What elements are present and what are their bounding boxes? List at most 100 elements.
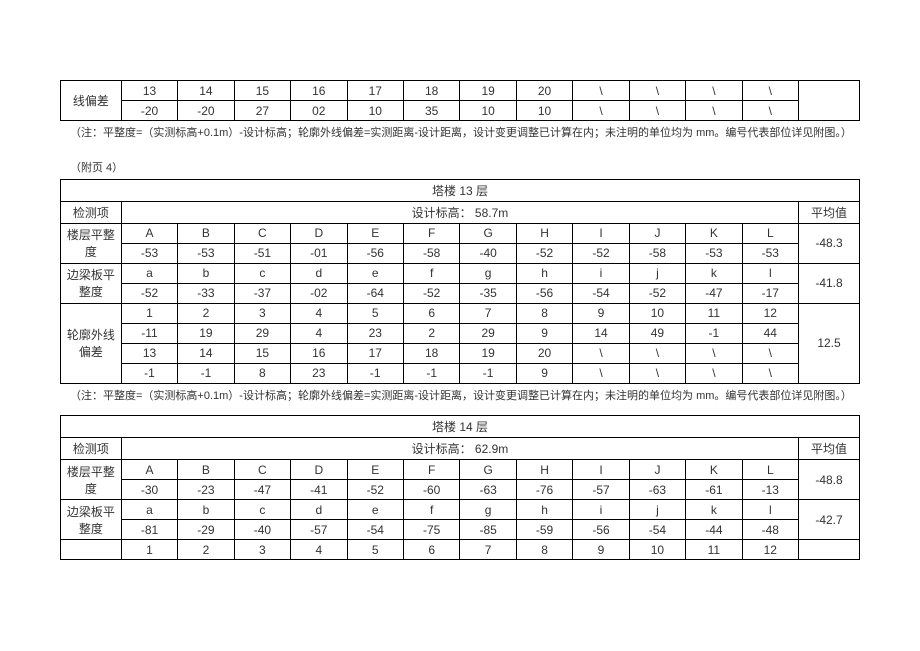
cell: -56 [573,520,629,540]
check-label: 检测项 [61,201,122,223]
cell: 9 [516,323,572,343]
cell: 3 [234,303,290,323]
cell: -57 [573,480,629,500]
cell: \ [686,363,742,383]
cell: f [403,500,459,520]
cell: l [742,500,798,520]
cell: -53 [178,243,234,263]
cell: -54 [347,520,403,540]
cell: -63 [629,480,685,500]
cell: 4 [291,540,347,560]
cell: I [573,223,629,243]
cell: 14 [573,323,629,343]
avg-cell [799,81,860,121]
table-row: 线偏差 13 14 15 16 17 18 19 20 \ \ \ \ [61,81,860,101]
section-label: 边梁板平整度 [61,500,122,540]
cell: -51 [234,243,290,263]
cell: 2 [403,323,459,343]
cell: 4 [291,323,347,343]
design-elevation: 设计标高： 58.7m [121,201,798,223]
cell: -52 [516,243,572,263]
cell: -17 [742,283,798,303]
cell: \ [573,101,629,121]
cell: 9 [516,363,572,383]
cell: 14 [178,81,234,101]
cell: -40 [234,520,290,540]
cell: a [121,500,177,520]
table-row: 边梁板平整度 a b c d e f g h i j k l -42.7 [61,500,860,520]
cell: -56 [347,243,403,263]
cell: -23 [178,480,234,500]
cell: -63 [460,480,516,500]
cell: -35 [460,283,516,303]
section-label: 边梁板平整度 [61,263,122,303]
cell: 19 [178,323,234,343]
cell: 8 [516,303,572,323]
cell: -02 [291,283,347,303]
cell: -11 [121,323,177,343]
cell: -59 [516,520,572,540]
cell: -60 [403,480,459,500]
cell: -58 [629,243,685,263]
cell: i [573,263,629,283]
cell: 14 [178,343,234,363]
cell: B [178,460,234,480]
table-title: 塔楼 14 层 [61,416,860,438]
cell: 7 [460,540,516,560]
cell: 20 [516,343,572,363]
cell: J [629,460,685,480]
cell: 1 [121,303,177,323]
cell: 13 [121,343,177,363]
avg-label: 平均值 [799,438,860,460]
cell: a [121,263,177,283]
cell: -53 [121,243,177,263]
cell: 13 [121,81,177,101]
cell: -54 [573,283,629,303]
cell: K [686,223,742,243]
cell: \ [573,81,629,101]
avg-cell: -48.3 [799,223,860,263]
cell: A [121,460,177,480]
cell: -47 [686,283,742,303]
cell: 19 [460,81,516,101]
cell: -48 [742,520,798,540]
cell: b [178,500,234,520]
cell: -1 [686,323,742,343]
table-row: -30 -23 -47 -41 -52 -60 -63 -76 -57 -63 … [61,480,860,500]
cell: 23 [291,363,347,383]
cell: \ [629,363,685,383]
avg-cell: -42.7 [799,500,860,540]
cell: -52 [121,283,177,303]
cell: F [403,223,459,243]
cell: E [347,460,403,480]
cell: G [460,223,516,243]
cell: 7 [460,303,516,323]
cell: 10 [516,101,572,121]
cell: 49 [629,323,685,343]
cell: c [234,500,290,520]
cell: B [178,223,234,243]
cell: 10 [347,101,403,121]
cell: 18 [403,343,459,363]
cell: 3 [234,540,290,560]
cell: 6 [403,540,459,560]
cell: 16 [291,343,347,363]
cell: g [460,500,516,520]
cell: 29 [460,323,516,343]
cell: -29 [178,520,234,540]
cell: -85 [460,520,516,540]
row-label: 线偏差 [61,81,122,121]
cell: k [686,263,742,283]
cell: e [347,263,403,283]
cell: 29 [234,323,290,343]
cell: k [686,500,742,520]
note-text: （注：平整度=（实测标高+0.1m）-设计标高；轮廓外线偏差=实测距离-设计距离… [60,384,860,416]
cell: -1 [347,363,403,383]
cell: d [291,500,347,520]
cell: 9 [573,540,629,560]
cell: \ [742,101,798,121]
fragment-table: 线偏差 13 14 15 16 17 18 19 20 \ \ \ \ -20 … [60,80,860,121]
cell: -81 [121,520,177,540]
cell: -58 [403,243,459,263]
cell: -30 [121,480,177,500]
